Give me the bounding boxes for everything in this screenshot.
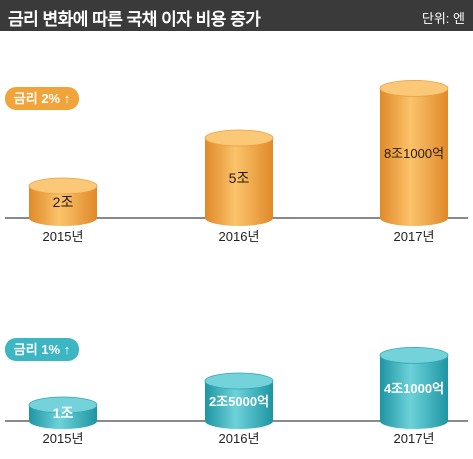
unit-label: 단위: 엔 (421, 11, 465, 26)
bar-value-label: 5조 (229, 170, 250, 186)
rate-badge-label: 금리 1% ↑ (14, 342, 70, 357)
x-tick-label: 2016년 (219, 431, 260, 446)
bar-top (204, 372, 274, 390)
bar-top (28, 396, 98, 414)
bar-top (379, 346, 449, 364)
bar-2016년: 5조 (204, 129, 274, 226)
bar-value-label: 2조5000억 (209, 394, 269, 409)
bar-2015년: 2조 (28, 177, 98, 226)
rate-badge-label: 금리 2% ↑ (14, 91, 70, 106)
bar-body (205, 381, 273, 429)
bar-value-label: 8조1000억 (384, 146, 444, 161)
bar-top (379, 80, 449, 97)
x-tick-label: 2016년 (219, 229, 260, 244)
rate-badge (5, 338, 79, 361)
x-tick-label: 2015년 (43, 431, 84, 446)
bar-2016년: 2조5000억 (204, 372, 274, 429)
bar-body (380, 88, 448, 227)
bar-2017년: 8조1000억 (379, 80, 449, 227)
bar-value-label: 1조 (53, 405, 74, 421)
bar-value-label: 4조1000억 (384, 381, 444, 396)
bar-body (29, 186, 97, 226)
x-tick-label: 2017년 (394, 431, 435, 446)
rate-badge (5, 87, 79, 110)
bar-top (28, 177, 98, 195)
bar-body (205, 138, 273, 226)
bar-top (204, 129, 274, 147)
bar-2017년: 4조1000억 (379, 346, 449, 429)
bar-value-label: 2조 (53, 194, 74, 210)
bar-body (380, 355, 448, 429)
bar-2015년: 1조 (28, 396, 98, 429)
x-tick-label: 2017년 (394, 229, 435, 244)
chart-title: 금리 변화에 따른 국채 이자 비용 증가 (8, 10, 261, 29)
chart-header: 금리 변화에 따른 국채 이자 비용 증가 단위: 엔 (0, 0, 473, 31)
x-tick-label: 2015년 (43, 229, 84, 244)
